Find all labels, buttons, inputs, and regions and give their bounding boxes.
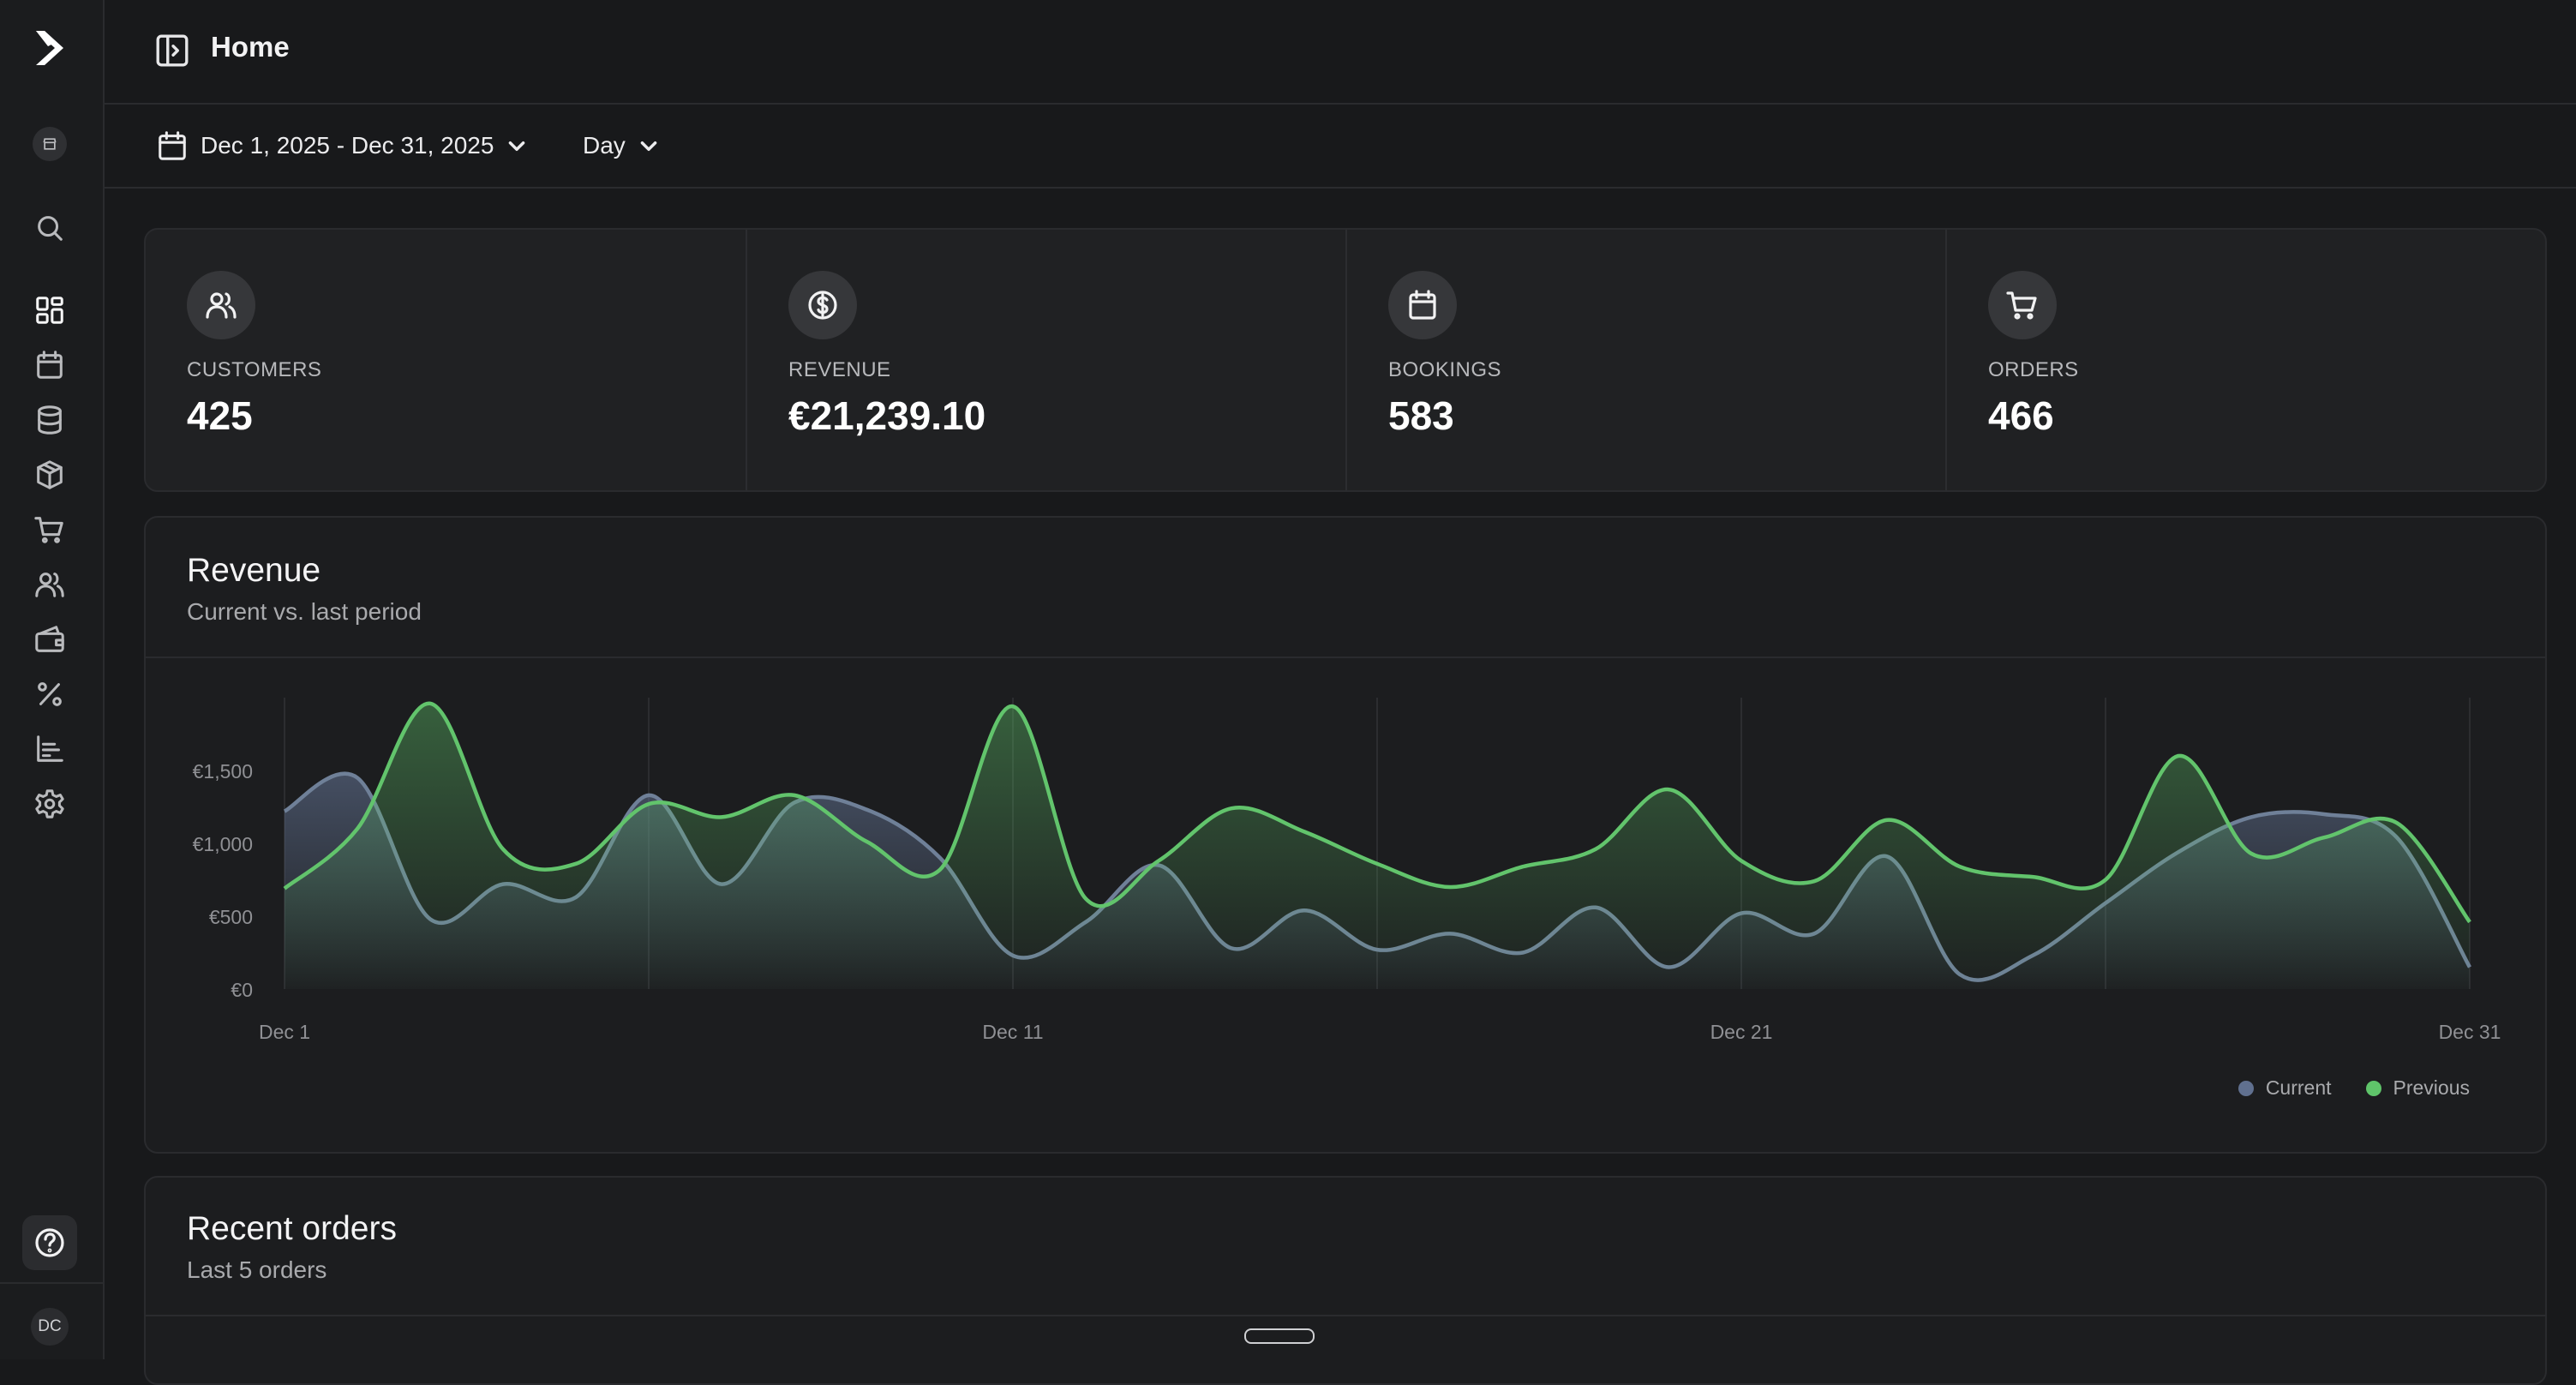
sidebar-divider	[0, 1282, 103, 1284]
sidebar-item-reports[interactable]	[24, 723, 75, 775]
box-icon	[37, 460, 63, 489]
bar-chart-icon	[37, 735, 63, 762]
help-button[interactable]	[22, 1215, 77, 1270]
legend-item-previous[interactable]: Previous	[2365, 1076, 2470, 1100]
sidebar-item-dashboard[interactable]	[24, 285, 75, 336]
revenue-chart[interactable]: €0 €500 €1,000 €1,500 Dec 1 Dec 11 Dec 21 Dec 3…	[146, 663, 2545, 1058]
chevron-down-icon	[509, 141, 525, 152]
legend-label: Previous	[2393, 1076, 2470, 1099]
store-switcher-icon[interactable]	[33, 127, 67, 161]
stat-value: 425	[187, 393, 253, 438]
y-tick-label: €1,000	[193, 833, 253, 855]
panel-toggle-icon	[156, 34, 189, 67]
percent-icon	[38, 682, 62, 706]
top-bar: Home	[105, 0, 2576, 105]
filter-bar: Dec 1, 2025 - Dec 31, 2025 Day	[105, 105, 2576, 189]
x-tick-label: Dec 1	[259, 1021, 310, 1043]
stat-customers[interactable]: CUSTOMERS 425	[146, 230, 746, 490]
stat-orders[interactable]: ORDERS 466	[1945, 230, 2547, 490]
y-tick-label: €0	[231, 979, 253, 1001]
recent-orders-title: Recent orders	[187, 1210, 397, 1247]
stat-label: ORDERS	[1988, 358, 2079, 381]
legend-label: Current	[2265, 1076, 2332, 1099]
cart-icon	[34, 517, 63, 543]
gear-icon	[35, 789, 64, 818]
search-icon	[38, 216, 63, 241]
y-tick-label: €500	[209, 906, 253, 928]
series-line-previous	[283, 701, 2471, 924]
recent-orders-card: Recent orders Last 5 orders	[144, 1176, 2547, 1385]
help-icon	[35, 1228, 64, 1257]
stat-bookings[interactable]: BOOKINGS 583	[1345, 230, 1947, 490]
x-tick-label: Dec 31	[2439, 1021, 2501, 1043]
sidebar-item-database[interactable]	[24, 394, 75, 446]
sidebar-toggle-button[interactable]	[154, 33, 190, 69]
revenue-card: Revenue Current vs. last period €0 €500 €1…	[144, 516, 2547, 1154]
stat-value: 466	[1988, 393, 2054, 438]
stat-value: 583	[1388, 393, 1454, 438]
date-range-picker[interactable]: Dec 1, 2025 - Dec 31, 2025	[156, 125, 528, 166]
sidebar-item-orders[interactable]	[24, 504, 75, 555]
sidebar-item-search[interactable]	[24, 202, 75, 254]
users-icon	[187, 271, 255, 339]
sidebar-item-wallet[interactable]	[24, 614, 75, 665]
card-divider	[146, 1315, 2545, 1316]
dollar-circle-icon	[788, 271, 857, 339]
stat-revenue[interactable]: REVENUE €21,239.10	[746, 230, 1347, 490]
sidebar-item-calendar[interactable]	[24, 339, 75, 391]
chart-legend: Current Previous	[2238, 1076, 2470, 1100]
legend-swatch-current	[2238, 1080, 2254, 1096]
sidebar-item-discounts[interactable]	[24, 669, 75, 720]
date-range-label: Dec 1, 2025 - Dec 31, 2025	[201, 132, 494, 159]
revenue-subtitle: Current vs. last period	[187, 598, 422, 625]
wallet-icon	[35, 626, 64, 652]
sidebar: DC	[0, 0, 105, 1359]
series-area-previous	[285, 703, 2470, 989]
stats-card: CUSTOMERS 425 REVENUE €21,239.10 BOOKING…	[144, 228, 2547, 492]
granularity-select[interactable]: Day	[583, 125, 660, 166]
y-tick-label: €1,500	[193, 760, 253, 782]
cart-icon	[1988, 271, 2057, 339]
x-tick-label: Dec 11	[982, 1021, 1043, 1043]
sidebar-item-products[interactable]	[24, 449, 75, 501]
sidebar-item-settings[interactable]	[24, 778, 75, 830]
users-icon	[35, 573, 64, 597]
logo-icon[interactable]	[26, 24, 74, 72]
legend-item-current[interactable]: Current	[2238, 1076, 2332, 1100]
card-divider	[146, 657, 2545, 658]
chevron-down-icon	[640, 141, 657, 152]
legend-swatch-previous	[2365, 1080, 2381, 1096]
stat-value: €21,239.10	[788, 393, 986, 438]
recent-orders-subtitle: Last 5 orders	[187, 1256, 327, 1283]
database-icon	[38, 405, 62, 435]
calendar-icon	[37, 351, 63, 379]
calendar-icon	[159, 131, 186, 160]
dashboard-icon	[36, 297, 63, 324]
calendar-icon	[1388, 271, 1457, 339]
granularity-label: Day	[583, 132, 626, 159]
stat-label: CUSTOMERS	[187, 358, 322, 381]
stat-label: BOOKINGS	[1388, 358, 1502, 381]
resize-handle[interactable]	[1244, 1328, 1315, 1344]
page-title: Home	[211, 31, 290, 63]
revenue-title: Revenue	[187, 552, 321, 589]
sidebar-item-customers[interactable]	[24, 559, 75, 610]
x-tick-label: Dec 21	[1710, 1021, 1773, 1043]
stat-label: REVENUE	[788, 358, 891, 381]
avatar[interactable]: DC	[31, 1308, 69, 1346]
